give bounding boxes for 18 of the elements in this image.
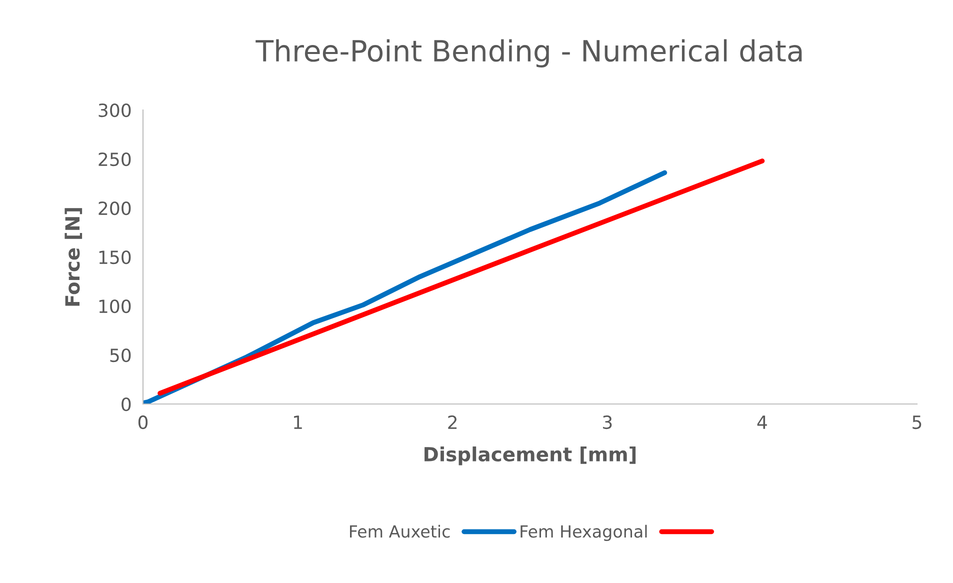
x-tick-label: 1 — [294, 416, 302, 429]
x-tick-label: 0 — [138, 415, 148, 430]
x-tick-label: 5 — [912, 416, 922, 430]
x-tick-label: 3 — [603, 415, 612, 430]
x-tick-label: 2 — [448, 415, 457, 429]
y-axis-title: Force [N] — [64, 208, 82, 306]
x-tick-label: 4 — [757, 416, 767, 429]
y-tick-label: 250 — [98, 152, 131, 166]
x-axis-title: Displacement [mm] — [424, 446, 636, 466]
legend-label: Fem Hexagonal — [520, 524, 647, 541]
y-tick-label: 150 — [99, 250, 131, 264]
legend-label: Fem Auxetic — [350, 524, 450, 538]
y-tick-label: 0 — [122, 397, 131, 412]
y-tick-label: 300 — [98, 103, 131, 118]
y-tick-label: 200 — [98, 201, 131, 216]
y-tick-label: 100 — [99, 299, 131, 314]
chart-title: Three-Point Bending - Numerical data — [256, 39, 802, 68]
y-tick-label: 50 — [110, 348, 131, 362]
